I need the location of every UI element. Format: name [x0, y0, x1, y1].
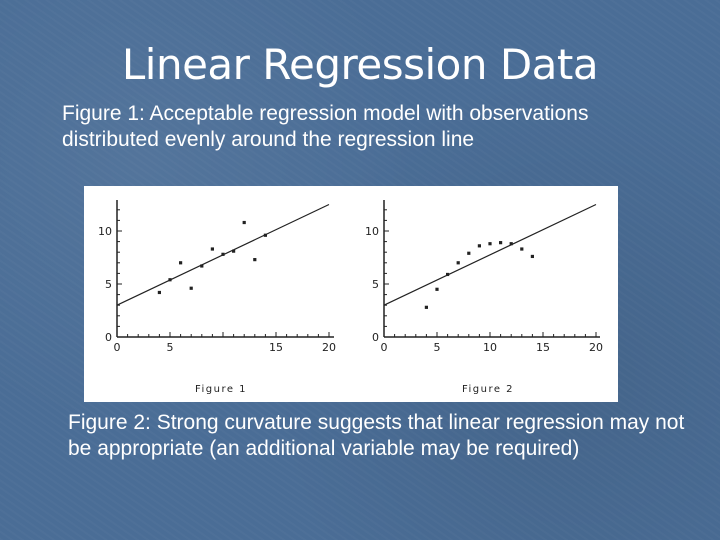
data-point	[189, 286, 193, 290]
data-point	[168, 278, 172, 282]
x-tick-label: 15	[536, 341, 550, 354]
x-tick-label: 5	[167, 341, 174, 354]
y-tick-label: 5	[372, 278, 379, 291]
data-point	[221, 252, 225, 256]
data-point	[477, 244, 481, 248]
x-tick-label: 5	[434, 341, 441, 354]
x-tick-label: 10	[483, 341, 497, 354]
figure-title: Figure 2	[462, 384, 514, 395]
data-point	[210, 247, 214, 251]
regression-line	[383, 203, 597, 306]
figure-title: Figure 1	[195, 384, 247, 395]
data-point	[456, 261, 460, 265]
data-point	[467, 251, 471, 255]
data-point	[242, 220, 246, 225]
data-point	[435, 287, 439, 291]
y-tick-label: 5	[105, 278, 112, 291]
figure-1-plot: 0 5 10 0 5 15 20 Figure 1	[98, 200, 336, 395]
slide-title: Linear Regression Data	[121, 40, 599, 89]
figure-panel: 0 5 10 0 5 15 20 Figure 1 0 5 10 0 5 10 15 20 Figure 2	[84, 186, 618, 402]
figures-svg: 0 5 10 0 5 15 20 Figure 1 0 5 10 0 5 10 15 20 Figure 2	[98, 200, 603, 395]
data-point	[263, 233, 267, 237]
data-point	[179, 261, 183, 265]
y-tick-label: 0	[372, 331, 379, 344]
data-point	[253, 258, 257, 262]
data-point	[530, 254, 534, 259]
figure-2-caption: Figure 2: Strong curvature suggests that…	[68, 411, 685, 460]
data-point	[200, 264, 204, 268]
figure-1-caption: Figure 1: Acceptable regression model wi…	[62, 102, 589, 151]
y-tick-label: 10	[98, 225, 112, 238]
x-tick-label: 0	[114, 341, 121, 354]
data-point	[424, 305, 428, 309]
data-point	[499, 241, 503, 245]
x-tick-label: 20	[322, 341, 336, 354]
data-point	[446, 272, 450, 277]
figure-2-plot: 0 5 10 0 5 10 15 20 Figure 2	[365, 200, 603, 395]
y-tick-label: 10	[365, 225, 379, 238]
data-point	[157, 290, 161, 295]
data-point	[488, 242, 492, 246]
x-tick-label: 20	[589, 341, 603, 354]
y-tick-label: 0	[105, 331, 112, 344]
x-tick-label: 15	[269, 341, 283, 354]
data-point	[520, 247, 524, 251]
data-point	[509, 242, 513, 246]
x-tick-label: 0	[381, 341, 388, 354]
data-point	[232, 249, 236, 253]
